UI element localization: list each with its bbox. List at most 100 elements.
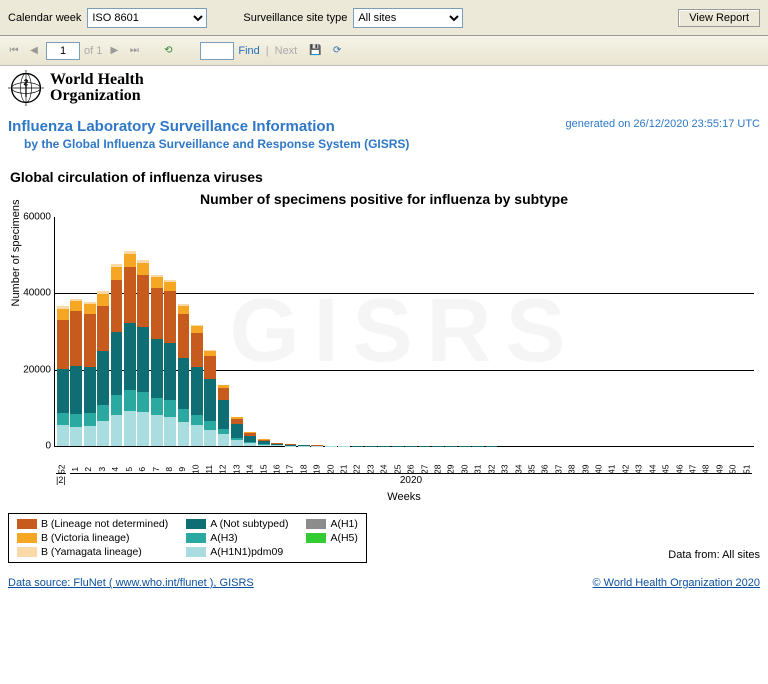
bar-column [660,217,672,446]
bar-segment-b_victoria [151,277,163,288]
bar-column [619,217,631,446]
bar-column [218,217,230,446]
bar-column [432,217,444,446]
find-input[interactable] [200,42,234,60]
bar-column [486,217,498,446]
bar-segment-a_h3 [151,398,163,415]
find-link[interactable]: Find [238,45,259,57]
legend-swatch [306,519,326,529]
bar-segment-b_notdet [191,333,203,367]
bar-column [325,217,337,446]
legend-label: B (Yamagata lineage) [41,546,142,558]
legend: B (Lineage not determined)A (Not subtype… [8,513,367,563]
bar-column [298,217,310,446]
bar-column [526,217,538,446]
back-icon[interactable]: ⟲ [160,43,176,59]
legend-item: A(H3) [186,532,288,544]
bar-segment-a_h1n1pdm [137,412,149,446]
bar-segment-b_notdet [124,267,136,322]
bar-segment-a_h1n1pdm [151,415,163,446]
legend-item: A(H1) [306,518,357,530]
bar-segment-a_h3 [84,413,96,426]
page-of-label: of 1 [84,45,102,57]
last-page-icon[interactable]: ⏭ [126,43,142,59]
bar-segment-b_notdet [204,356,216,380]
page-input[interactable] [46,42,80,60]
next-link[interactable]: Next [275,45,298,57]
next-page-icon[interactable]: ▶ [106,43,122,59]
first-page-icon[interactable]: ⏮ [6,43,22,59]
x-tick: 3 [98,466,107,471]
y-tick: 20000 [23,364,55,375]
report-toolbar: ⏮ ◀ of 1 ▶ ⏭ ⟲ Find | Next 💾 ⟳ [0,36,768,66]
year-marker-prev: |2| [56,473,66,485]
sitetype-label: Surveillance site type [243,12,347,24]
bar-segment-a_notsub [191,367,203,415]
bar-column [70,217,82,446]
y-tick: 0 [45,441,55,452]
bar-column [579,217,591,446]
legend-item: A(H1N1)pdm09 [186,546,288,558]
legend-label: A(H1N1)pdm09 [210,546,283,558]
legend-item: B (Victoria lineage) [17,532,168,544]
bar-segment-a_notsub [164,343,176,400]
bar-column [178,217,190,446]
bar-column [472,217,484,446]
bar-segment-b_notdet [111,280,123,332]
bar-segment-b_victoria [137,263,149,276]
bar-column [512,217,524,446]
y-axis-label: Number of specimens [10,200,22,307]
bar-column [606,217,618,446]
chart-title: Number of specimens positive for influen… [8,191,760,207]
year-marker-main: 2020 [70,473,752,486]
bar-column [258,217,270,446]
bar-segment-a_notsub [204,379,216,421]
bar-segment-a_h1n1pdm [218,434,230,446]
legend-swatch [17,519,37,529]
legend-swatch [17,547,37,557]
bar-segment-a_h3 [111,395,123,415]
bar-column [673,217,685,446]
bar-segment-a_notsub [57,369,69,413]
bar-segment-a_h3 [204,421,216,429]
bar-segment-a_h1n1pdm [97,421,109,446]
bar-segment-a_h1n1pdm [258,445,270,446]
view-report-button[interactable]: View Report [678,9,760,27]
bar-segment-a_h1n1pdm [70,427,82,446]
bar-segment-a_h1n1pdm [271,445,283,446]
bar-column [124,217,136,446]
bar-column [244,217,256,446]
calendar-week-select[interactable]: ISO 8601 [87,8,207,28]
bar-column [338,217,350,446]
copyright-link[interactable]: © World Health Organization 2020 [593,577,761,589]
bar-segment-a_h1n1pdm [231,440,243,446]
site-type-select[interactable]: All sites [353,8,463,28]
bar-segment-a_notsub [137,327,149,392]
legend-swatch [186,533,206,543]
bar-segment-a_h3 [70,414,82,427]
refresh-icon[interactable]: ⟳ [329,43,345,59]
bar-column [686,217,698,446]
filter-bar: Calendar week ISO 8601 Surveillance site… [0,0,768,36]
bar-column [191,217,203,446]
bar-column [539,217,551,446]
bar-column [646,217,658,446]
export-icon[interactable]: 💾 [307,43,323,59]
x-axis-label: Weeks [54,491,754,503]
bar-column [633,217,645,446]
legend-item: B (Yamagata lineage) [17,546,168,558]
x-tick: 2 [85,466,94,471]
bar-segment-a_notsub [178,358,190,410]
bar-segment-b_notdet [178,314,190,358]
bar-segment-a_h1n1pdm [124,411,136,446]
legend-item: B (Lineage not determined) [17,518,168,530]
bar-segment-b_notdet [57,320,69,369]
bar-column [231,217,243,446]
bar-segment-b_victoria [178,306,190,314]
bar-segment-a_notsub [84,367,96,413]
data-source-link[interactable]: Data source: FluNet ( www.who.int/flunet… [8,577,254,589]
prev-page-icon[interactable]: ◀ [26,43,42,59]
bar-segment-a_h1n1pdm [164,417,176,446]
bar-segment-a_h1n1pdm [178,422,190,446]
legend-label: A(H3) [210,532,237,544]
